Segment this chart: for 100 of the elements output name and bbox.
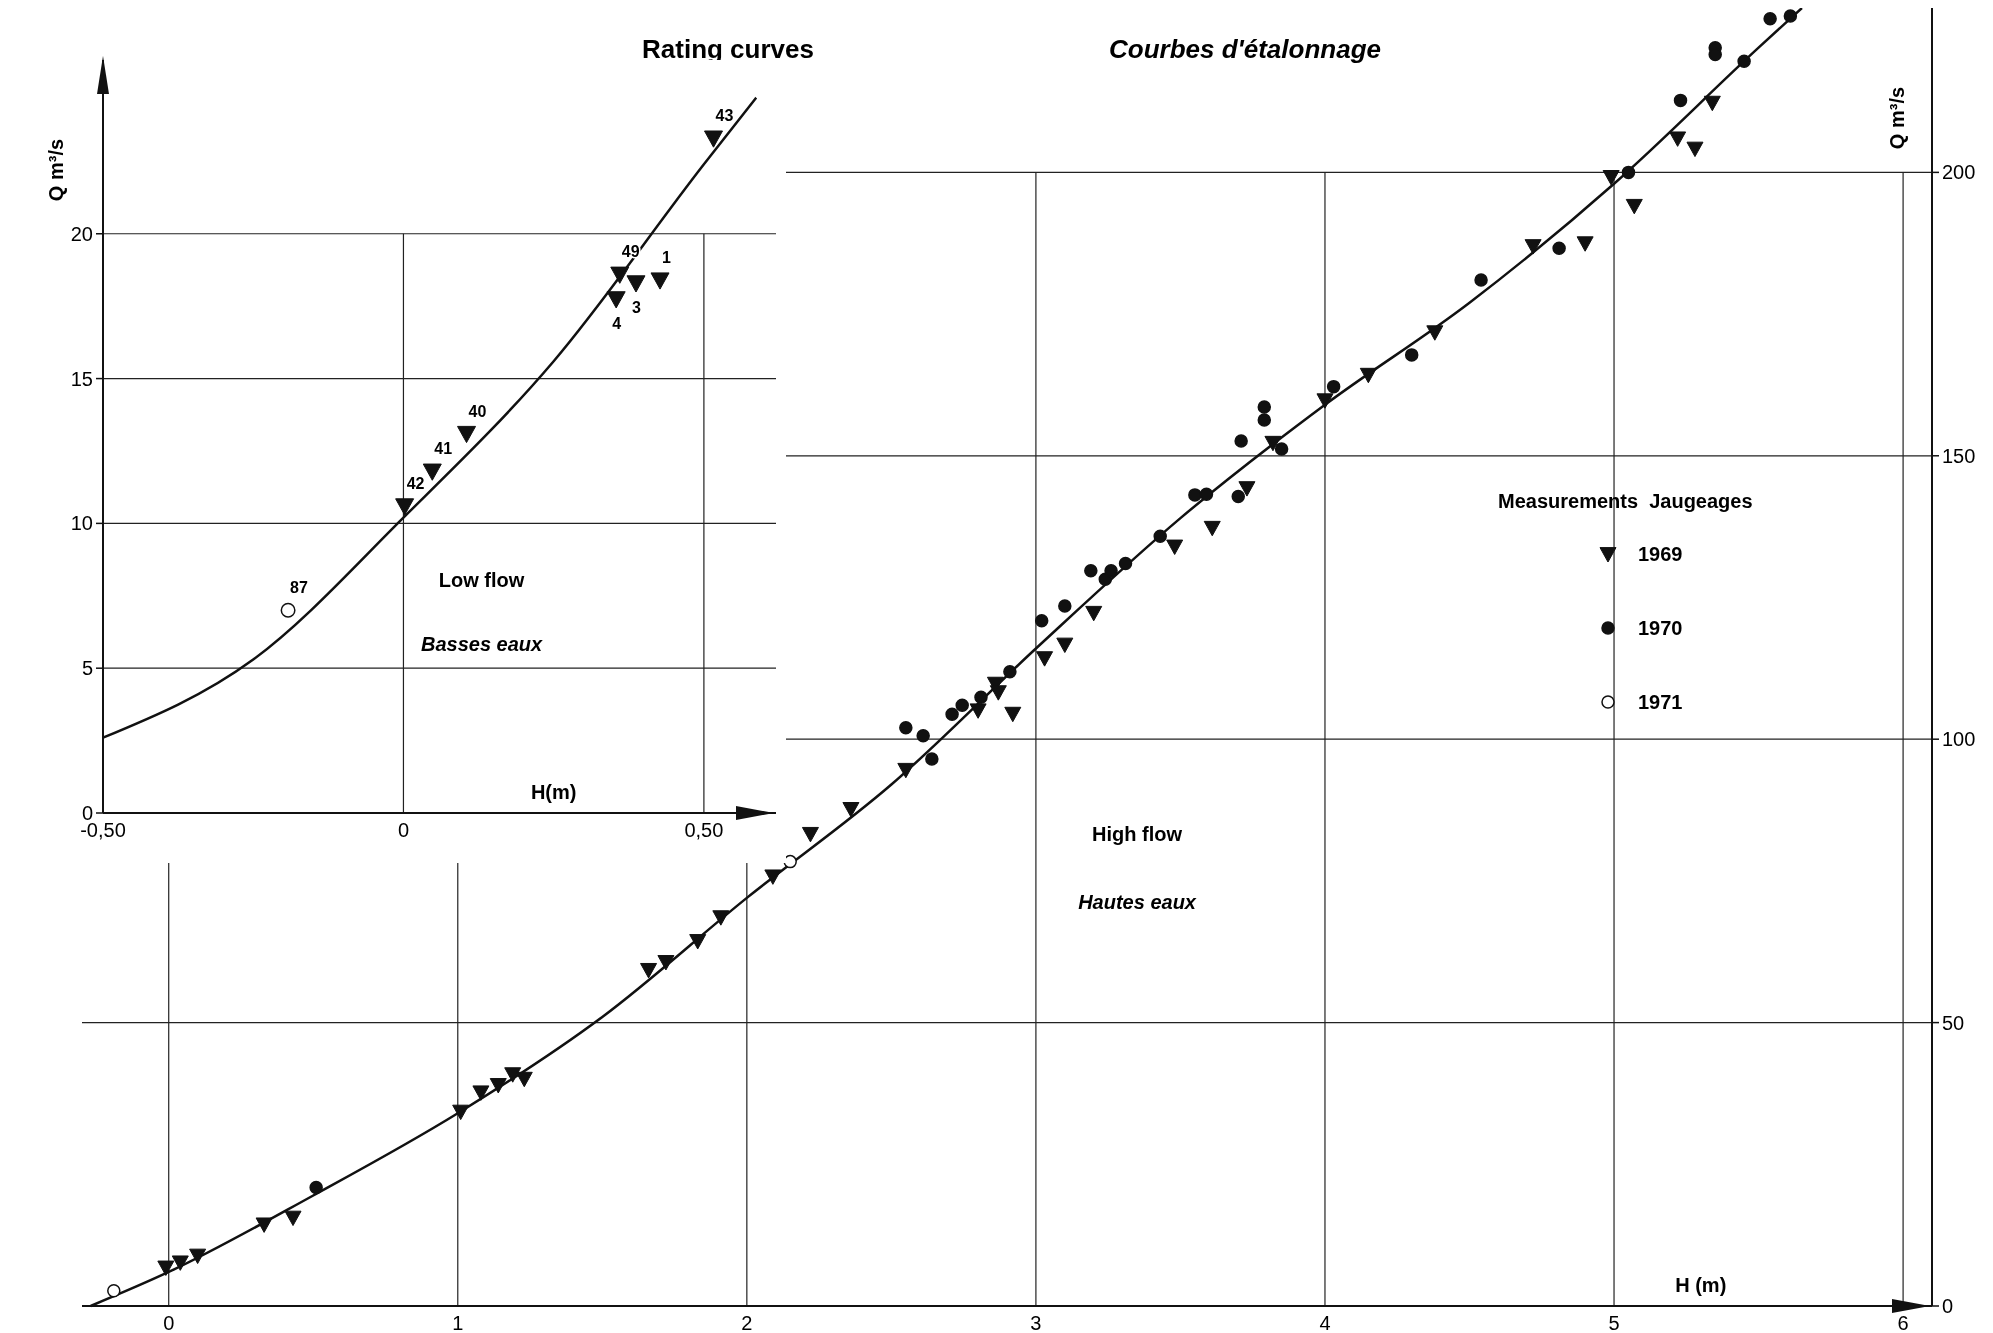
point [801, 826, 819, 843]
x-tick-label: 3 [1030, 1312, 1042, 1333]
point [842, 802, 860, 818]
point [1474, 273, 1488, 287]
x-axis-title: H(m) [530, 781, 577, 803]
point [1257, 400, 1272, 414]
point [1104, 564, 1118, 578]
point [189, 1248, 207, 1265]
point [1426, 325, 1444, 341]
legend-title: Measurements Jaugeages [1498, 490, 1753, 512]
point [657, 955, 675, 971]
point [1264, 435, 1282, 452]
point [783, 854, 797, 869]
point [1257, 413, 1272, 427]
annotation: 43 [715, 107, 734, 125]
point [472, 1085, 490, 1101]
point [422, 463, 442, 481]
annotation: 41 [434, 440, 453, 458]
point [610, 266, 630, 284]
point [974, 690, 988, 704]
y-tick-label: 50 [1942, 1011, 1965, 1034]
annotation: High flow [1092, 823, 1183, 846]
point [1602, 170, 1620, 186]
annotation: 87 [290, 579, 308, 597]
annotation: Hautes eaux [1078, 891, 1197, 914]
y-tick-label: 20 [70, 222, 93, 245]
point [945, 707, 959, 721]
legend-label: 1971 [1638, 691, 1683, 713]
point [284, 1210, 302, 1227]
point [1763, 12, 1777, 26]
annotation: 4 [612, 314, 622, 332]
point [626, 275, 646, 293]
point [1625, 198, 1643, 215]
x-tick-label: 0,50 [684, 819, 724, 841]
annotation: 1 [662, 249, 672, 267]
legend-label: 1969 [1638, 543, 1683, 565]
point [1034, 613, 1049, 628]
point [689, 934, 707, 950]
point [1058, 599, 1072, 613]
point [515, 1071, 533, 1088]
x-tick-label: 2 [741, 1312, 753, 1333]
point [1737, 54, 1751, 69]
point [1036, 651, 1054, 667]
point [764, 869, 782, 885]
point [452, 1104, 470, 1121]
point [395, 498, 415, 516]
point [1703, 95, 1721, 112]
y-tick-label: 15 [70, 367, 93, 390]
annotation: 49 [621, 243, 640, 261]
point [489, 1078, 507, 1094]
point [1203, 520, 1221, 537]
y-tick-label: 10 [70, 512, 93, 535]
y-axis-title: Q m³/s [45, 138, 67, 202]
point [1404, 348, 1419, 362]
annotation: 42 [406, 475, 425, 493]
point [640, 962, 658, 979]
point [916, 729, 930, 743]
point [1231, 489, 1245, 504]
point [504, 1067, 522, 1083]
point [897, 762, 915, 779]
annotation: Low flow [438, 569, 525, 592]
x-axis-title: H (m) [1675, 1274, 1727, 1296]
point [1234, 434, 1248, 448]
point [1621, 165, 1636, 180]
point [309, 1180, 323, 1195]
point [255, 1217, 273, 1233]
point [1673, 93, 1688, 108]
point [280, 602, 296, 618]
point [989, 685, 1007, 701]
point [157, 1260, 175, 1276]
point [955, 698, 969, 712]
y-tick-label: 100 [1942, 728, 1976, 751]
point [899, 721, 913, 735]
point [1003, 664, 1017, 679]
point [1359, 367, 1377, 384]
point [1686, 141, 1704, 158]
point [1153, 529, 1167, 544]
point [171, 1255, 189, 1271]
point [1783, 9, 1798, 23]
y-tick-label: 0 [1942, 1295, 1954, 1317]
y-tick-label: 200 [1942, 161, 1976, 184]
point [1118, 556, 1133, 571]
x-tick-label: 1 [452, 1312, 464, 1333]
point [712, 910, 730, 926]
point [704, 130, 724, 148]
point [650, 272, 670, 290]
x-tick-label: 0 [163, 1312, 175, 1333]
legend-label: 1970 [1638, 617, 1683, 639]
x-tick-label: 0 [397, 819, 410, 841]
point [1085, 605, 1103, 622]
point [1188, 488, 1202, 502]
point [1238, 481, 1256, 497]
point [1576, 236, 1594, 252]
point [1552, 241, 1566, 256]
annotation: 40 [468, 402, 487, 420]
point [1316, 393, 1334, 409]
annotation: Basses eaux [420, 632, 544, 655]
point [1004, 706, 1022, 723]
x-tick-label: 4 [1319, 1312, 1331, 1333]
point [1166, 539, 1184, 555]
